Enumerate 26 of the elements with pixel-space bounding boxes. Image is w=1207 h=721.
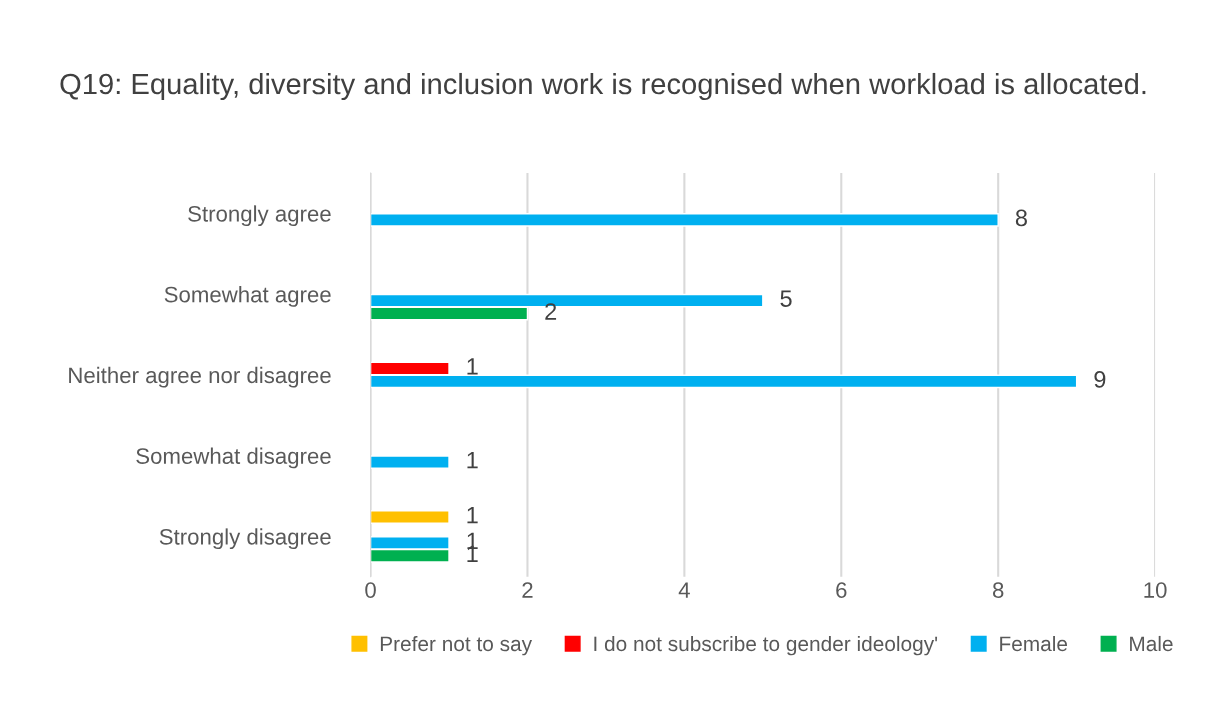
data-label: 2 bbox=[545, 303, 557, 320]
y-tick-label: Neither agree nor disagree bbox=[69, 366, 331, 388]
legend-label: Male bbox=[1130, 635, 1173, 652]
legend-label: Prefer not to say bbox=[380, 635, 533, 656]
data-label: 9 bbox=[1094, 371, 1106, 388]
x-tick-label: 10 bbox=[1144, 582, 1167, 598]
x-tick-label: 0 bbox=[365, 582, 376, 598]
bar bbox=[370, 455, 450, 469]
data-label: 1 bbox=[467, 451, 478, 469]
legend-label: I do not subscribe to gender ideology' bbox=[594, 635, 938, 656]
data-label: 5 bbox=[780, 290, 792, 307]
y-tick-label: Somewhat disagree bbox=[136, 447, 331, 469]
x-tick-label: 4 bbox=[678, 582, 690, 598]
x-tick-label: 6 bbox=[836, 582, 847, 598]
data-label: 1 bbox=[467, 358, 478, 375]
y-tick-label: Somewhat agree bbox=[164, 286, 331, 307]
y-tick-label: Strongly agree bbox=[188, 205, 331, 227]
x-tick-label: 2 bbox=[522, 582, 533, 598]
bar bbox=[370, 213, 999, 227]
x-tick-label: 8 bbox=[992, 582, 1004, 598]
chart-title: Q19: Equality, diversity and inclusion work is recognised when workload is allocated. bbox=[60, 72, 1146, 101]
legend-label: Female bbox=[1000, 635, 1068, 652]
bar bbox=[370, 510, 450, 524]
data-label: 1 bbox=[467, 506, 478, 524]
y-tick-label: Strongly disagree bbox=[159, 528, 331, 550]
data-label: 8 bbox=[1015, 209, 1027, 227]
